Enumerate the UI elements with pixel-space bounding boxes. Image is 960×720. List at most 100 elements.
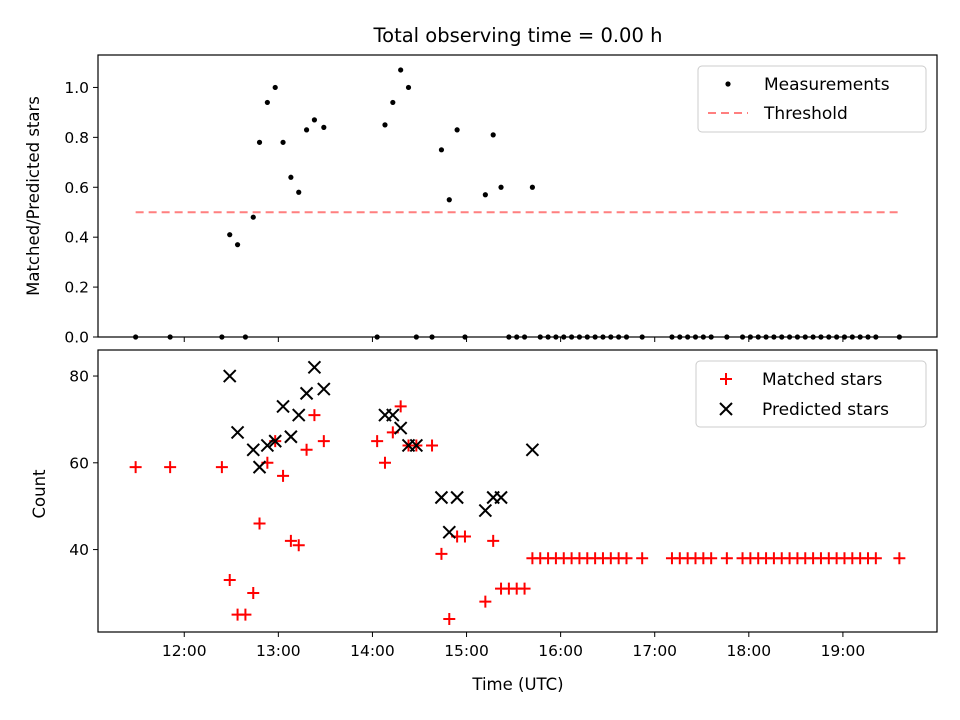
measurement-point	[288, 174, 294, 180]
measurement-point	[454, 127, 460, 133]
measurement-point	[390, 99, 396, 106]
predicted-star-point	[252, 460, 267, 474]
predicted-star-point	[268, 434, 282, 448]
legend-measurements-label: Measurements	[764, 75, 890, 95]
x-tick-label: 17:00	[632, 642, 677, 660]
top-axes-frame	[97, 54, 938, 338]
legend-matched-marker	[720, 373, 732, 385]
predicted-star-point	[276, 399, 290, 414]
matched-star-point	[620, 552, 633, 565]
matched-star-point	[443, 612, 456, 625]
matched-star-point	[300, 443, 313, 456]
bottom-series-layer	[129, 360, 906, 625]
x-tick-label: 19:00	[821, 642, 866, 660]
bottom-y-axis-label: Count	[30, 469, 49, 519]
predicted-star-point	[442, 525, 456, 539]
bottom-x-ticks: 12:00 13:00 14:00 15:00 16:00 17:00 18:00 19:00	[162, 632, 865, 660]
x-tick-label: 13:00	[256, 642, 301, 660]
predicted-star-point	[409, 438, 424, 453]
y-tick-label: 0.6	[64, 179, 89, 197]
predicted-star-point	[260, 438, 275, 453]
matched-star-point	[435, 547, 448, 560]
matched-star-point	[458, 530, 471, 543]
x-tick-label: 16:00	[538, 642, 583, 660]
predicted-star-point	[292, 408, 306, 422]
top-legend-box	[697, 65, 927, 133]
measurement-point	[227, 232, 233, 238]
measurement-point	[311, 117, 318, 123]
x-axis-label: Time (UTC)	[471, 675, 563, 694]
predicted-star-point	[246, 443, 260, 457]
y-tick-label: 80	[69, 368, 89, 386]
legend-threshold-label: Threshold	[763, 104, 848, 124]
measurement-point	[256, 139, 263, 145]
measurement-point	[398, 67, 404, 73]
predicted-star-point	[393, 421, 408, 435]
measurement-point	[280, 139, 286, 145]
measurement-point	[321, 124, 327, 130]
matched-star-point	[426, 439, 439, 452]
measurement-point	[446, 197, 452, 203]
predicted-star-point	[307, 360, 322, 375]
matched-star-point	[378, 456, 391, 469]
matched-star-point	[284, 534, 297, 547]
predicted-star-point	[525, 443, 540, 457]
matched-star-point	[129, 461, 142, 474]
matched-star-point	[371, 435, 384, 448]
top-x-ticks	[183, 337, 844, 342]
legend-predicted-marker	[719, 402, 733, 416]
matched-star-point	[308, 409, 321, 422]
bottom-legend: Matched stars Predicted stars	[695, 360, 927, 428]
bottom-legend-box	[695, 360, 927, 428]
y-tick-label: 1.0	[64, 79, 89, 97]
measurement-point	[264, 99, 270, 106]
matched-star-point	[893, 552, 906, 565]
predicted-star-point	[450, 490, 464, 505]
measurement-point	[490, 132, 496, 138]
measurement-point	[405, 84, 412, 91]
predicted-star-point	[223, 369, 237, 383]
matched-star-point	[394, 400, 407, 413]
legend-measurements-marker	[725, 81, 731, 87]
predicted-star-point	[386, 408, 400, 422]
top-y-ticks: 0.0 0.2 0.4 0.6 0.8 1.0	[64, 79, 98, 347]
x-tick-label: 15:00	[444, 642, 489, 660]
measurement-point	[234, 242, 241, 248]
matched-star-point	[277, 469, 290, 482]
matched-star-point	[317, 435, 330, 448]
measurement-point	[303, 127, 310, 133]
matched-star-point	[239, 608, 252, 621]
predicted-star-point	[494, 490, 508, 505]
y-tick-label: 60	[69, 454, 89, 472]
y-tick-label: 0.0	[64, 329, 89, 347]
measurement-point	[296, 189, 302, 195]
y-tick-label: 0.8	[64, 129, 89, 147]
matched-star-point	[215, 461, 228, 474]
y-tick-label: 0.2	[64, 279, 89, 297]
matched-star-point	[720, 552, 733, 565]
measurement-point	[250, 214, 256, 220]
matched-star-point	[223, 573, 236, 586]
x-tick-label: 12:00	[162, 642, 207, 660]
predicted-star-point	[434, 490, 449, 505]
x-tick-label: 14:00	[350, 642, 395, 660]
predicted-star-point	[230, 425, 245, 440]
measurement-point	[482, 192, 488, 198]
matched-star-point	[518, 582, 531, 595]
matched-star-point	[164, 461, 177, 474]
matched-star-point	[636, 552, 649, 565]
matched-star-point	[479, 595, 492, 608]
predicted-star-point	[478, 503, 493, 518]
measurement-point	[529, 184, 535, 190]
measurement-point	[272, 84, 278, 91]
legend-predicted-label: Predicted stars	[762, 400, 889, 420]
matched-star-point	[247, 586, 260, 599]
x-tick-label: 18:00	[726, 642, 771, 660]
matched-star-point	[487, 534, 500, 547]
top-y-axis-label: Matched/Predicted stars	[24, 96, 43, 296]
measurement-point	[498, 184, 504, 190]
matched-star-point	[253, 517, 266, 530]
top-panel: 0.0 0.2 0.4 0.6 0.8 1.0 Matched/Predicted sta…	[24, 54, 938, 347]
top-legend: Measurements Threshold	[697, 65, 927, 133]
